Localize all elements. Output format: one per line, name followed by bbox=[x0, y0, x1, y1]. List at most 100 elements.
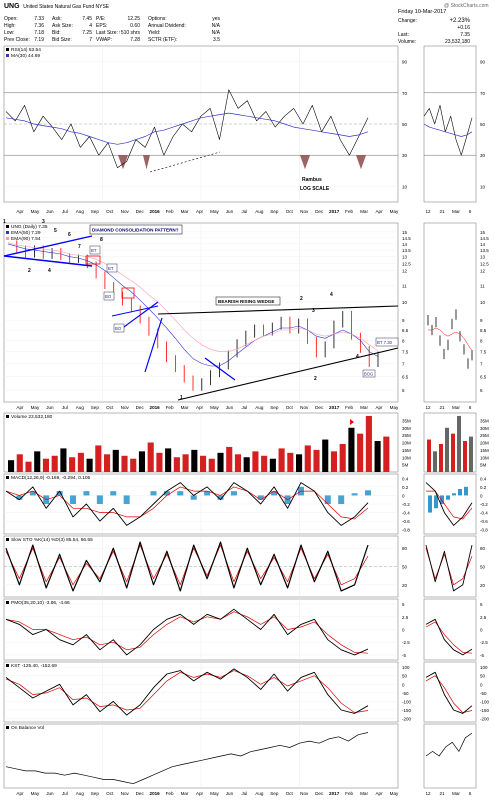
y-tick-label: 5 bbox=[402, 602, 405, 607]
y-tick-label: 100 bbox=[402, 665, 410, 670]
side-x-axis-label: Mar bbox=[452, 209, 460, 214]
stat-label: Last Size: bbox=[96, 30, 118, 36]
downtrend-line-2 bbox=[144, 317, 163, 373]
volume-bar bbox=[191, 449, 198, 472]
side-y-tick-label: 7 bbox=[480, 361, 483, 366]
side-y-tick-label: 0.2 bbox=[480, 485, 487, 490]
volume-bar bbox=[42, 458, 50, 472]
x-axis-label: Aug bbox=[76, 209, 85, 214]
legend-swatch bbox=[6, 538, 9, 541]
legend-label: MACD(12,26,9) -0.169, -0.294, 0.105 bbox=[11, 475, 91, 481]
legend-swatch bbox=[6, 601, 9, 604]
y-tick-label: 50 bbox=[402, 122, 408, 127]
bt-price-label: BT 7.30 bbox=[377, 340, 393, 345]
x-axis-label: Jul bbox=[62, 791, 68, 796]
side-x-axis-label: 12 bbox=[425, 209, 431, 214]
macd-histogram-bar bbox=[257, 495, 264, 500]
macd-histogram-bar bbox=[338, 495, 345, 504]
side-macd-histogram-bar bbox=[440, 495, 444, 504]
volume-bar bbox=[60, 448, 67, 472]
x-axis-label: Apr bbox=[16, 405, 24, 410]
side-volume-bar bbox=[451, 433, 455, 472]
wedge-lower-line bbox=[177, 347, 399, 401]
side-panel-frame-macd bbox=[423, 473, 477, 535]
legend-label: On Balance Vol bbox=[11, 725, 44, 731]
volume-tick-label: 10M bbox=[402, 455, 411, 460]
side-y-tick-label: 100 bbox=[480, 665, 488, 670]
side-y-tick-label: -0.8 bbox=[480, 528, 488, 533]
x-axis-label: May bbox=[210, 209, 219, 214]
x-axis-label: Dec bbox=[315, 405, 324, 410]
side-volume-tick-label: 10M bbox=[480, 455, 489, 460]
pmo-line bbox=[5, 608, 369, 656]
bog-box bbox=[362, 369, 376, 378]
x-axis-label: Jul bbox=[241, 405, 247, 410]
stat-value: 7.45 bbox=[82, 16, 92, 22]
macd-histogram-bar bbox=[351, 493, 358, 496]
volume-tick-label: 30M bbox=[402, 426, 411, 431]
volume-bar bbox=[156, 452, 163, 472]
stat-label: Low: bbox=[4, 30, 15, 36]
side-y-tick-label: -0.4 bbox=[480, 511, 488, 516]
x-axis-label: Dec bbox=[136, 405, 145, 410]
legend-label: PMO(35,20,10) -3.86, -4.66 bbox=[11, 600, 70, 606]
y-tick-label: 50 bbox=[402, 565, 408, 570]
side-volume-tick-label: 5M bbox=[480, 463, 487, 468]
y-tick-label: 0 bbox=[402, 682, 405, 687]
x-axis-label: Dec bbox=[136, 209, 145, 214]
volume-bar bbox=[322, 439, 329, 472]
macd-histogram-bar bbox=[163, 491, 170, 496]
legend-label: UNG (Daily) 7.35 bbox=[11, 224, 48, 230]
side-y-tick-label: 2.5 bbox=[480, 615, 487, 620]
side-x-axis-label: 12 bbox=[425, 405, 431, 410]
wave-number: 6 bbox=[68, 232, 71, 238]
side-y-tick-label: 10 bbox=[480, 300, 486, 305]
change-pct: +2.23% bbox=[449, 18, 470, 24]
volume-label: Volume: bbox=[398, 39, 416, 45]
stat-label: P/E: bbox=[96, 16, 105, 22]
volume-bar bbox=[208, 458, 215, 472]
side-volume-bar bbox=[433, 451, 437, 472]
stat-label: Ask: bbox=[52, 16, 62, 22]
x-axis-label: Mar bbox=[360, 405, 368, 410]
side-volume-bar bbox=[469, 436, 473, 472]
side-y-tick-label: 20 bbox=[480, 583, 486, 588]
stat-label: Yield: bbox=[148, 30, 160, 36]
x-axis-label: Sep bbox=[91, 791, 100, 796]
x-axis-label: Oct bbox=[286, 791, 294, 796]
flag-line bbox=[204, 357, 236, 381]
watermark: @ StockCharts.com bbox=[444, 3, 489, 9]
header-date: Friday 10-Mar-2017 bbox=[398, 9, 446, 15]
wave-number: 2 bbox=[28, 268, 31, 274]
side-x-axis-label: 21 bbox=[439, 209, 445, 214]
x-axis-label: Mar bbox=[360, 791, 368, 796]
macd-histogram-bar bbox=[190, 495, 197, 500]
side-rsi-ma-line bbox=[423, 123, 473, 137]
rambus-label: Rambus bbox=[302, 177, 322, 183]
y-tick-label: 11 bbox=[402, 283, 407, 288]
side-y-tick-label: 0 bbox=[480, 628, 483, 633]
red-flag-box bbox=[85, 255, 101, 265]
x-axis-label: Sep bbox=[91, 209, 100, 214]
legend-label: KST -125.40, -152.69 bbox=[11, 663, 57, 669]
volume-bar bbox=[278, 448, 285, 472]
x-axis-label: Jun bbox=[46, 405, 54, 410]
side-y-tick-label: 0 bbox=[480, 493, 483, 498]
stat-label: VWAP: bbox=[96, 37, 112, 43]
x-axis-label: Jun bbox=[226, 405, 234, 410]
legend-label: EMA(50) 7.29 bbox=[11, 230, 41, 236]
y-tick-label: 15 bbox=[402, 230, 408, 235]
volume-tick-label: 35M bbox=[402, 418, 411, 423]
y-tick-label: -100 bbox=[402, 699, 412, 704]
side-macd-histogram-bar bbox=[446, 495, 450, 500]
x-axis-label: Jun bbox=[46, 209, 54, 214]
volume-bar bbox=[365, 415, 372, 472]
volume-bar bbox=[77, 452, 84, 472]
side-y-tick-label: 14.5 bbox=[480, 236, 489, 241]
volume-bar bbox=[269, 458, 276, 472]
volume-bar bbox=[357, 433, 364, 472]
x-axis-label: Jul bbox=[241, 209, 247, 214]
bo-label: BO bbox=[115, 326, 122, 331]
side-y-tick-label: 9 bbox=[480, 318, 483, 323]
side-y-tick-label: 15 bbox=[480, 230, 486, 235]
